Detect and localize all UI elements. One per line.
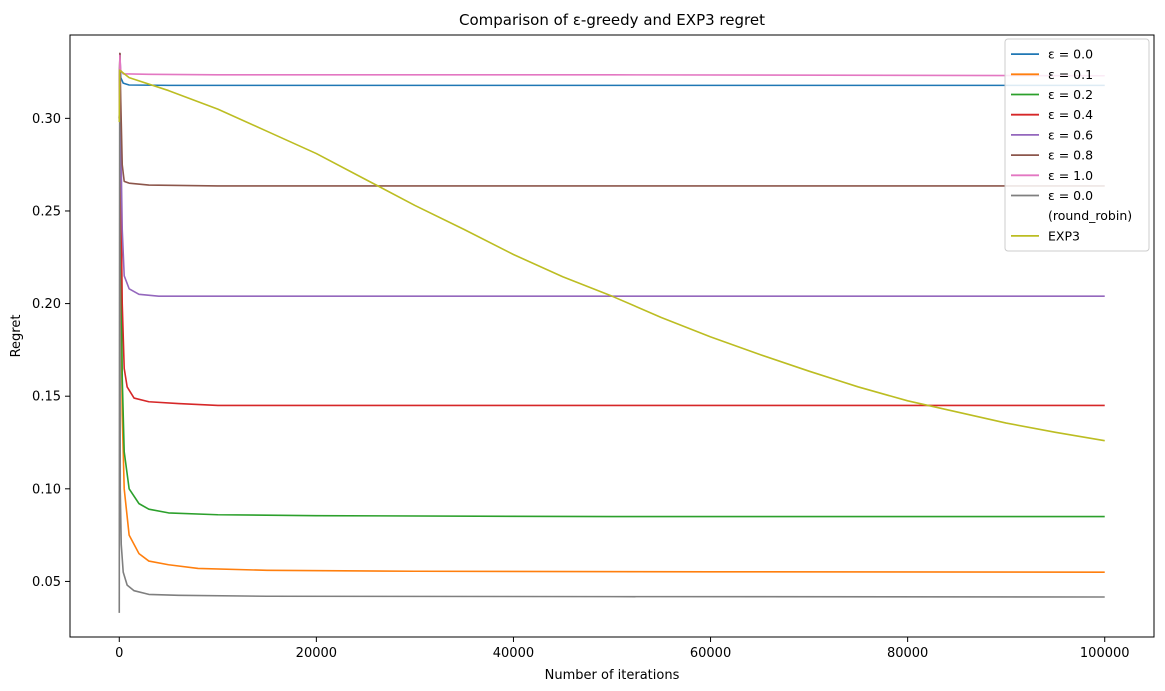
plot-frame [69,34,1155,638]
y-tick-label: 0.15 [32,390,61,405]
legend-label-4: ε = 0.6 [1048,127,1093,142]
legend: ε = 0.0 ε = 0.1 ε = 0.2 ε = 0.4 ε = 0.6 ε = 0… [1004,38,1150,252]
y-tick-label: 0.05 [32,575,61,590]
y-tick-label: 0.30 [32,112,61,127]
x-tick-label: 80000 [887,646,928,661]
y-tick-label: 0.20 [32,297,61,312]
x-axis: 0 20000 40000 60000 80000 100000 [115,637,1130,661]
y-axis: 0.05 0.10 0.15 0.20 0.25 0.30 [32,112,70,590]
legend-label-6: ε = 1.0 [1048,168,1093,183]
legend-label-1: ε = 0.1 [1048,67,1093,82]
series-line-6 [118,54,1105,119]
legend-label-8: EXP3 [1048,228,1080,243]
legend-box [1004,38,1150,252]
x-axis-title: Number of iterations [545,668,680,683]
chart-title: Comparison of ε-greedy and EXP3 regret [459,11,765,29]
x-tick-label: 60000 [690,646,731,661]
legend-label-2: ε = 0.2 [1048,87,1093,102]
series-line-8 [118,69,1105,442]
series-layer [118,52,1105,613]
y-axis-title: Regret [9,315,24,358]
legend-label-5: ε = 0.8 [1048,148,1093,163]
x-tick-label: 40000 [493,646,534,661]
x-tick-label: 0 [115,646,123,661]
x-tick-label: 20000 [296,646,337,661]
legend-label-3: ε = 0.4 [1048,107,1093,122]
legend-label-0: ε = 0.0 [1048,47,1093,62]
x-tick-label: 100000 [1080,646,1130,661]
y-tick-label: 0.10 [32,482,61,497]
y-tick-label: 0.25 [32,204,61,219]
legend-label-7: ε = 0.0 (round_robin) [1048,188,1132,223]
series-line-7 [118,117,1105,613]
